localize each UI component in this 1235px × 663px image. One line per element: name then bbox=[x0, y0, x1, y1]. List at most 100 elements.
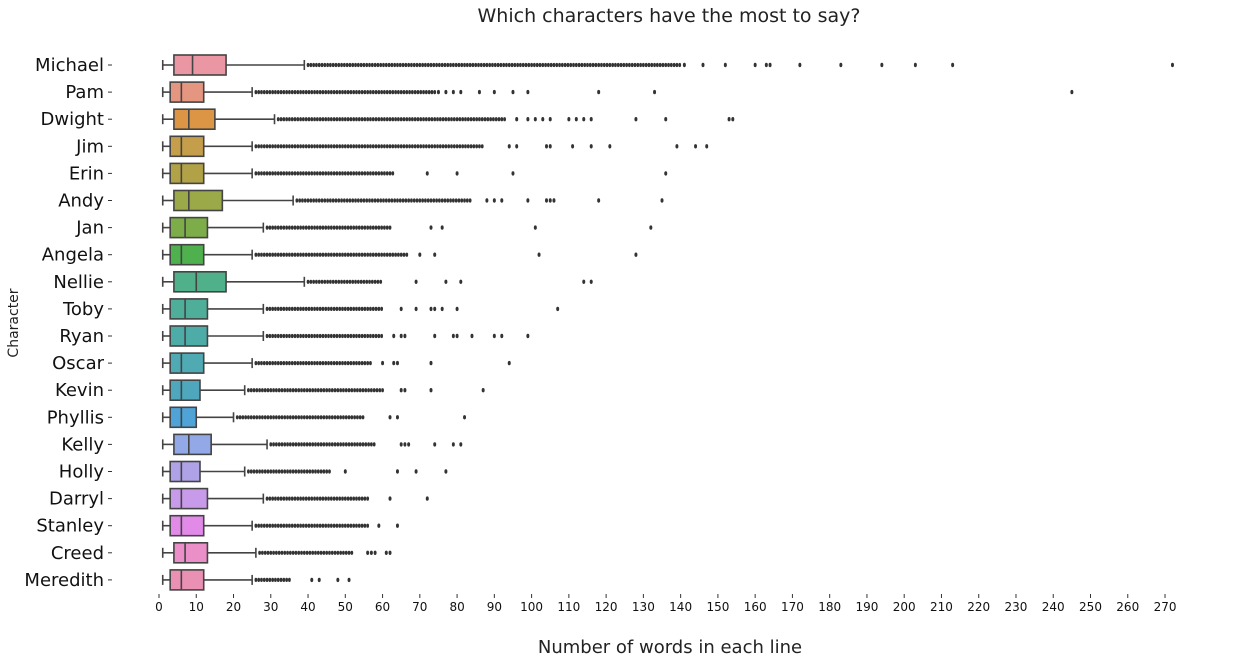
outlier-point bbox=[276, 496, 280, 501]
iqr-box bbox=[169, 162, 205, 185]
outlier-point bbox=[430, 144, 434, 149]
outlier-point bbox=[262, 144, 266, 149]
outlier-point bbox=[307, 361, 311, 366]
outlier-point bbox=[447, 144, 451, 149]
outlier-point bbox=[362, 62, 366, 68]
y-tick-label: Nellie bbox=[53, 272, 104, 293]
outlier-point bbox=[274, 306, 277, 311]
outlier-point bbox=[362, 198, 366, 203]
outlier-point bbox=[282, 171, 286, 176]
outlier-point bbox=[441, 144, 445, 149]
iqr-box bbox=[173, 189, 224, 212]
outlier-point bbox=[388, 252, 392, 257]
y-tick-label: Pam bbox=[65, 82, 104, 103]
outlier-point bbox=[310, 225, 314, 230]
outlier-point bbox=[310, 144, 314, 149]
y-tick-label: Erin bbox=[69, 163, 104, 184]
outlier-point bbox=[485, 62, 489, 68]
outlier-point bbox=[430, 90, 434, 95]
outlier-point bbox=[355, 361, 358, 366]
outlier-point bbox=[276, 577, 280, 583]
outlier-point bbox=[274, 469, 278, 474]
outlier-point bbox=[291, 469, 295, 474]
outlier-point bbox=[313, 252, 316, 257]
outlier-point bbox=[244, 415, 248, 420]
outlier-point bbox=[682, 62, 686, 68]
outlier-point bbox=[324, 90, 328, 95]
outlier-point bbox=[351, 62, 355, 68]
outlier-point bbox=[500, 333, 504, 339]
outlier-point bbox=[316, 469, 320, 474]
outlier-point bbox=[290, 171, 294, 176]
outlier-point bbox=[276, 144, 280, 149]
outlier-point bbox=[481, 388, 485, 393]
box-kelly bbox=[161, 433, 463, 456]
outlier-point bbox=[334, 198, 338, 203]
outlier-point bbox=[545, 144, 549, 149]
outlier-point bbox=[362, 279, 366, 284]
outlier-point bbox=[430, 117, 434, 122]
outlier-point bbox=[293, 306, 297, 311]
outlier-point bbox=[399, 90, 403, 95]
outlier-point bbox=[468, 62, 472, 68]
outlier-point bbox=[526, 117, 530, 122]
outlier-point bbox=[383, 171, 386, 176]
outlier-point bbox=[653, 89, 657, 95]
outlier-point bbox=[274, 90, 277, 95]
outlier-point bbox=[282, 90, 286, 95]
outlier-point bbox=[280, 469, 284, 474]
outlier-point bbox=[402, 117, 406, 122]
outlier-point bbox=[318, 333, 322, 339]
outlier-point bbox=[407, 198, 411, 203]
outlier-point bbox=[393, 62, 397, 68]
outlier-point bbox=[511, 89, 515, 95]
outlier-point bbox=[263, 469, 267, 474]
outlier-point bbox=[296, 117, 300, 122]
outlier-point bbox=[308, 415, 312, 420]
outlier-point bbox=[257, 252, 261, 257]
outlier-point bbox=[349, 361, 353, 366]
outlier-point bbox=[279, 306, 283, 311]
outlier-point bbox=[315, 252, 319, 257]
outlier-point bbox=[405, 90, 409, 95]
outlier-point bbox=[280, 442, 284, 447]
outlier-point bbox=[496, 62, 500, 68]
outlier-point bbox=[351, 279, 355, 284]
outlier-point bbox=[282, 577, 286, 583]
outlier-point bbox=[279, 496, 283, 501]
outlier-point bbox=[307, 225, 311, 230]
outlier-point bbox=[450, 117, 453, 122]
outlier-point bbox=[301, 523, 305, 528]
outlier-point bbox=[346, 252, 350, 257]
outlier-point bbox=[391, 117, 395, 122]
box-angela bbox=[161, 243, 638, 266]
outlier-point bbox=[257, 361, 261, 366]
outlier-point bbox=[343, 252, 347, 257]
outlier-point bbox=[368, 62, 371, 68]
outlier-point bbox=[349, 523, 353, 528]
outlier-point bbox=[360, 144, 364, 149]
outlier-point bbox=[359, 62, 363, 68]
outlier-point bbox=[358, 415, 362, 420]
outlier-point bbox=[369, 225, 372, 230]
outlier-point bbox=[353, 415, 357, 420]
outlier-point bbox=[262, 252, 266, 257]
outlier-point bbox=[318, 90, 322, 95]
outlier-point bbox=[274, 577, 277, 583]
iqr-box bbox=[169, 135, 205, 158]
outlier-point bbox=[356, 415, 359, 420]
outlier-point bbox=[380, 306, 384, 311]
outlier-point bbox=[664, 117, 668, 122]
outlier-point bbox=[260, 577, 263, 583]
outlier-point bbox=[491, 62, 494, 68]
outlier-point bbox=[371, 225, 375, 230]
box-oscar bbox=[161, 352, 511, 374]
outlier-point bbox=[338, 523, 342, 528]
outlier-point bbox=[678, 62, 682, 68]
outlier-point bbox=[318, 252, 322, 257]
outlier-point bbox=[296, 225, 300, 230]
outlier-point bbox=[436, 144, 439, 149]
outlier-point bbox=[390, 62, 394, 68]
outlier-point bbox=[329, 333, 333, 339]
outlier-point bbox=[526, 89, 530, 95]
